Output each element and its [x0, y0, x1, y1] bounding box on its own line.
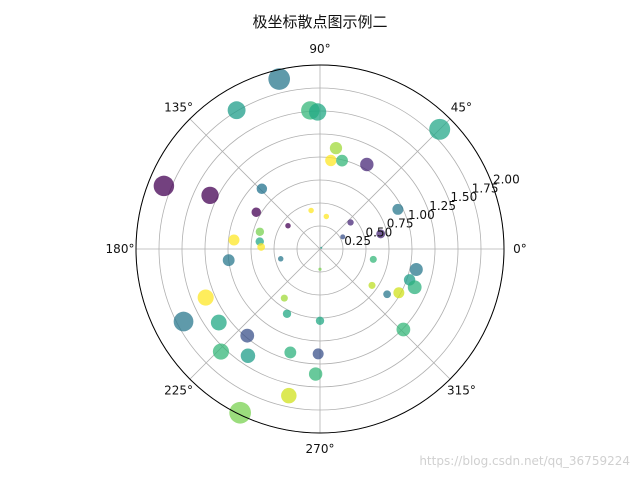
scatter-point — [315, 316, 325, 325]
scatter-point — [277, 256, 284, 262]
r-tick-label: 2.00 — [493, 173, 520, 187]
scatter-point — [256, 183, 268, 195]
watermark: https://blog.csdn.net/qq_36759224 — [419, 454, 630, 468]
scatter-point — [409, 262, 423, 276]
scatter-point — [336, 154, 348, 167]
scatter-point — [320, 246, 323, 249]
scatter-point — [396, 322, 411, 337]
scatter-point — [383, 290, 391, 299]
scatter-point — [429, 118, 451, 140]
scatter-point — [240, 348, 256, 364]
scatter-point — [201, 186, 219, 205]
scatter-point — [407, 280, 422, 295]
scatter-point — [210, 314, 227, 331]
scatter-point — [255, 227, 265, 236]
r-tick-label: 1.25 — [429, 199, 456, 213]
scatter-point — [340, 234, 346, 240]
scatter-point — [229, 401, 251, 424]
scatter-point — [312, 348, 324, 360]
theta-tick-label: 315° — [447, 383, 476, 397]
theta-tick-label: 270° — [306, 442, 335, 456]
scatter-point — [308, 207, 314, 214]
theta-tick-label: 225° — [164, 383, 193, 397]
theta-tick-labels: 0° 45° 90° 135° 180° 225° 270° 315° — [106, 42, 527, 456]
theta-tick-label: 180° — [106, 242, 135, 256]
scatter-point — [369, 255, 377, 263]
r-tick-labels: 0.250.500.751.001.251.501.752.00 — [344, 173, 519, 249]
theta-grid-line — [319, 118, 451, 250]
scatter-point — [285, 223, 291, 229]
r-tick-label: 0.75 — [387, 217, 414, 231]
scatter-point — [227, 101, 246, 120]
scatter-point — [318, 267, 322, 271]
scatter-point — [284, 346, 297, 359]
r-tick-label: 1.75 — [472, 181, 499, 195]
theta-tick-label: 135° — [164, 101, 193, 115]
r-tick-label: 0.25 — [344, 234, 371, 248]
theta-grid-line — [189, 248, 321, 380]
scatter-point — [240, 328, 255, 343]
scatter-point — [347, 219, 354, 226]
scatter-point — [222, 254, 235, 267]
scatter-point — [308, 367, 323, 381]
theta-grid-line — [189, 118, 321, 250]
scatter-point — [280, 294, 288, 302]
scatter-point — [329, 142, 343, 155]
scatter-point — [257, 243, 266, 251]
scatter-point — [360, 157, 374, 172]
scatter-point — [281, 387, 297, 404]
scatter-point — [251, 207, 262, 217]
scatter-points — [153, 68, 451, 424]
theta-tick-label: 45° — [451, 101, 472, 115]
scatter-point — [268, 68, 291, 90]
scatter-point — [368, 281, 376, 289]
scatter-point — [212, 343, 230, 360]
polar-frame — [135, 64, 505, 434]
r-tick-label: 0.50 — [365, 225, 392, 239]
scatter-point — [376, 229, 386, 239]
scatter-point — [197, 289, 214, 306]
scatter-point — [228, 234, 240, 246]
r-tick-label: 1.50 — [450, 190, 477, 204]
r-tick-label: 1.00 — [408, 208, 435, 222]
scatter-point — [323, 213, 330, 220]
scatter-point — [392, 203, 404, 215]
scatter-point — [173, 311, 194, 332]
scatter-point — [153, 175, 175, 197]
scatter-point — [282, 309, 292, 318]
theta-grid-line — [319, 248, 451, 380]
scatter-point — [393, 287, 405, 299]
chart-title: 极坐标散点图示例二 — [252, 13, 387, 31]
angular-grid — [136, 65, 504, 433]
scatter-point — [325, 154, 337, 167]
scatter-point — [308, 103, 327, 121]
theta-tick-label: 90° — [309, 42, 330, 56]
theta-tick-label: 0° — [513, 242, 527, 256]
